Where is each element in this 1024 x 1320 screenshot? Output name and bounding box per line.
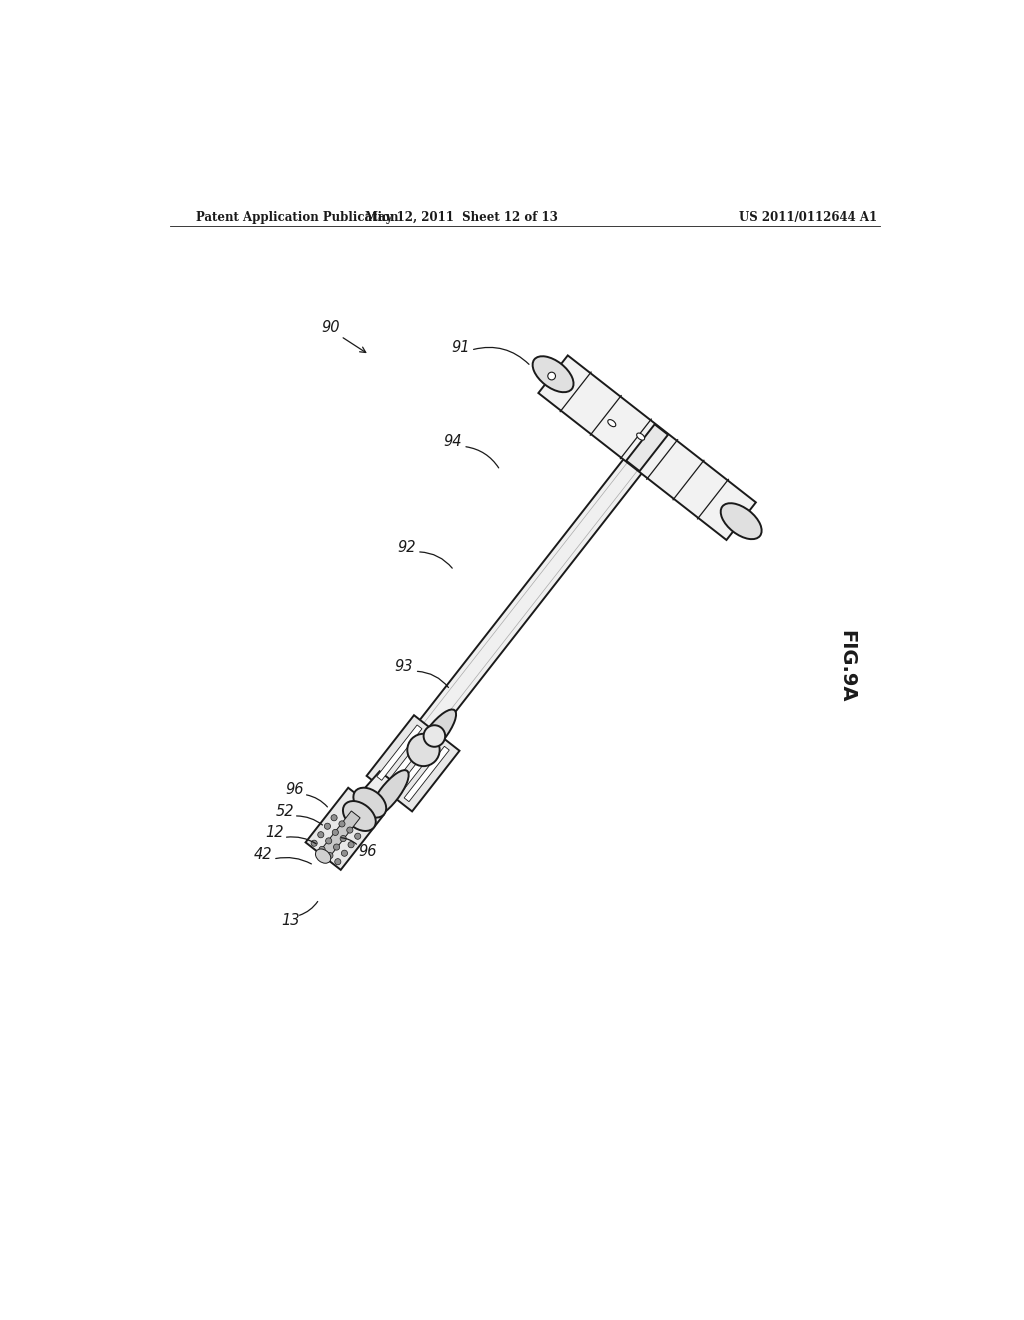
Text: 93: 93 <box>394 659 413 675</box>
Ellipse shape <box>348 842 354 847</box>
Text: 90: 90 <box>322 321 340 335</box>
Ellipse shape <box>548 372 555 380</box>
Ellipse shape <box>317 832 324 838</box>
Ellipse shape <box>311 840 317 846</box>
Ellipse shape <box>341 850 347 857</box>
Ellipse shape <box>335 858 341 865</box>
Polygon shape <box>386 733 431 788</box>
Text: 94: 94 <box>443 434 462 449</box>
Ellipse shape <box>370 770 409 817</box>
Text: Patent Application Publication: Patent Application Publication <box>196 211 398 224</box>
Text: 91: 91 <box>451 339 469 355</box>
Text: 12: 12 <box>265 825 284 841</box>
Ellipse shape <box>608 420 615 426</box>
Ellipse shape <box>334 843 340 850</box>
Polygon shape <box>335 429 666 843</box>
Polygon shape <box>627 424 668 471</box>
Text: FIG.9A: FIG.9A <box>838 631 856 702</box>
Polygon shape <box>404 746 450 801</box>
Ellipse shape <box>315 849 331 863</box>
Text: 42: 42 <box>254 847 272 862</box>
Ellipse shape <box>347 828 353 833</box>
Ellipse shape <box>326 838 332 843</box>
Ellipse shape <box>327 853 333 858</box>
Polygon shape <box>319 810 360 859</box>
Ellipse shape <box>325 824 331 829</box>
Text: May 12, 2011  Sheet 12 of 13: May 12, 2011 Sheet 12 of 13 <box>366 211 558 224</box>
Ellipse shape <box>340 836 346 842</box>
Ellipse shape <box>408 734 439 766</box>
Ellipse shape <box>418 709 456 756</box>
Polygon shape <box>354 771 398 817</box>
Polygon shape <box>377 725 422 780</box>
Ellipse shape <box>354 833 360 840</box>
Ellipse shape <box>331 814 337 821</box>
Ellipse shape <box>339 821 345 828</box>
Ellipse shape <box>343 801 376 832</box>
Text: 96: 96 <box>286 783 304 797</box>
Text: 13: 13 <box>282 913 300 928</box>
Ellipse shape <box>318 846 326 853</box>
Polygon shape <box>367 715 460 812</box>
Ellipse shape <box>532 356 573 392</box>
Text: 52: 52 <box>275 804 294 818</box>
Ellipse shape <box>332 829 338 836</box>
Ellipse shape <box>424 725 445 747</box>
Ellipse shape <box>721 503 762 539</box>
Text: US 2011/0112644 A1: US 2011/0112644 A1 <box>739 211 877 224</box>
Polygon shape <box>395 739 440 795</box>
Polygon shape <box>539 355 756 540</box>
Ellipse shape <box>637 433 645 440</box>
Text: 92: 92 <box>397 540 416 554</box>
Polygon shape <box>305 788 383 870</box>
Ellipse shape <box>353 788 386 817</box>
Text: 96: 96 <box>358 843 377 859</box>
